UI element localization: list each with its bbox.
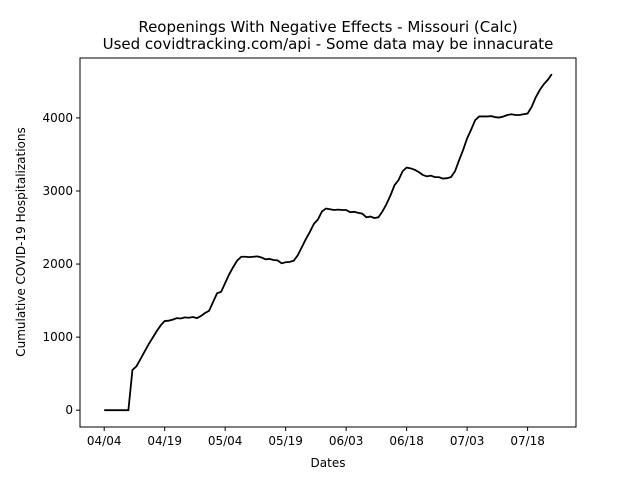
x-tick-label: 07/03: [450, 434, 485, 448]
y-tick-label: 3000: [42, 184, 73, 198]
plot-frame: [79, 57, 577, 428]
x-axis-label: Dates: [311, 456, 346, 470]
y-tick-label: 4000: [42, 111, 73, 125]
chart-title: Reopenings With Negative Effects - Misso…: [138, 18, 517, 36]
chart-subtitle: Used covidtracking.com/api - Some data m…: [103, 35, 554, 53]
line-series: [104, 73, 553, 412]
y-axis-label: Cumulative COVID-19 Hospitalizations: [14, 127, 28, 357]
x-tick-label: 05/04: [208, 434, 243, 448]
x-tick-label: 04/04: [87, 434, 122, 448]
y-tick-label: 1000: [42, 330, 73, 344]
y-tick-label: 2000: [42, 257, 73, 271]
x-tick-label: 06/18: [389, 434, 424, 448]
x-tick-label: 04/19: [147, 434, 182, 448]
x-tick-label: 05/19: [268, 434, 303, 448]
x-tick-label: 07/18: [510, 434, 545, 448]
y-tick-label: 0: [65, 403, 73, 417]
x-tick-label: 06/03: [329, 434, 364, 448]
